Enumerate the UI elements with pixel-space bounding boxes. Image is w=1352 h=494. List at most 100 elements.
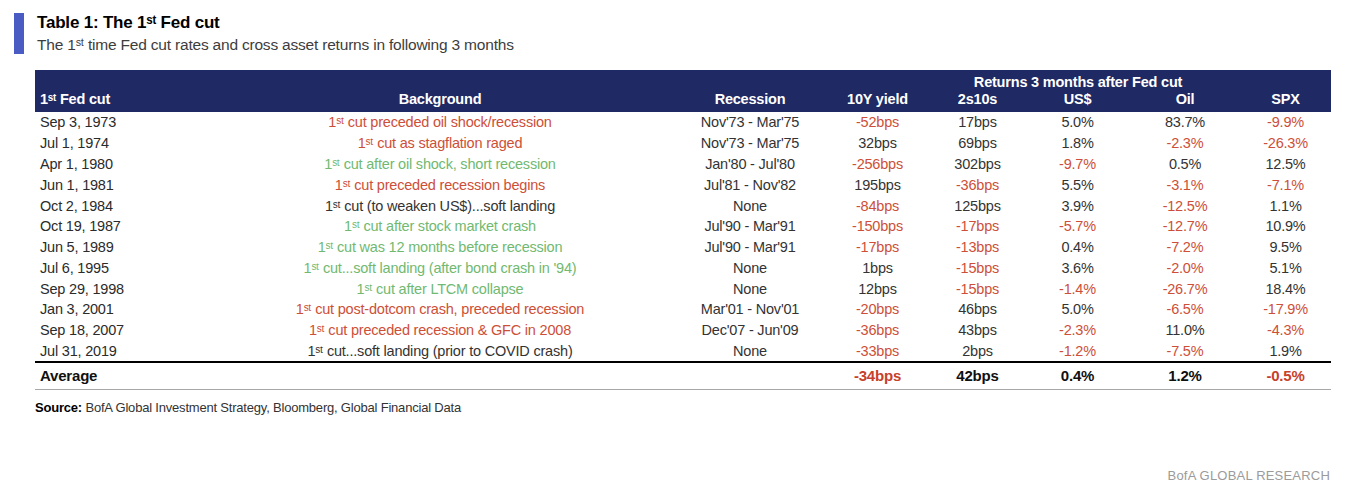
title-block: Table 1: The 1ˢᵗ Fed cut The 1ˢᵗ time Fe… (14, 13, 1352, 54)
yield-10y-cell: -17bps (825, 237, 930, 258)
spread-2s10s-cell: -36bps (930, 174, 1025, 195)
recession-cell: Nov'73 - Mar'75 (675, 133, 825, 154)
usd-cell: -2.3% (1025, 320, 1130, 341)
column-header-6: Oil (1130, 90, 1240, 112)
column-header-1: Background (205, 90, 675, 112)
spread-2s10s-cell: 69bps (930, 133, 1025, 154)
spread-2s10s-cell: 43bps (930, 320, 1025, 341)
research-table-page: Table 1: The 1ˢᵗ Fed cut The 1ˢᵗ time Fe… (0, 0, 1352, 494)
fed-cut-date-cell: Jun 5, 1989 (35, 237, 205, 258)
table-footer: Average-34bps42bps0.4%1.2%-0.5% (35, 362, 1331, 390)
oil-cell: -12.7% (1130, 216, 1240, 237)
fed-cut-date-cell: Jul 31, 2019 (35, 341, 205, 363)
column-header-3: 10Y yield (825, 90, 930, 112)
source-line: Source: BofA Global Investment Strategy,… (35, 400, 1352, 415)
table-row: Jan 3, 20011ˢᵗ cut post-dotcom crash, pr… (35, 299, 1331, 320)
yield-10y-cell: 1bps (825, 257, 930, 278)
table-subtitle: The 1ˢᵗ time Fed cut rates and cross ass… (37, 36, 514, 54)
background-cell: 1ˢᵗ cut was 12 months before recession (205, 237, 675, 258)
table-row: Apr 1, 19801ˢᵗ cut after oil shock, shor… (35, 154, 1331, 175)
usd-cell: 1.8% (1025, 133, 1130, 154)
oil-cell: 11.0% (1130, 320, 1240, 341)
spx-cell: 1.9% (1240, 341, 1331, 363)
recession-cell: Jan'80 - Jul'80 (675, 154, 825, 175)
table-row: Jun 5, 19891ˢᵗ cut was 12 months before … (35, 237, 1331, 258)
fed-cut-date-cell: Jan 3, 2001 (35, 299, 205, 320)
background-cell: 1ˢᵗ cut after stock market crash (205, 216, 675, 237)
oil-cell: 0.5% (1130, 154, 1240, 175)
spx-cell: -4.3% (1240, 320, 1331, 341)
spread-2s10s-cell: -13bps (930, 237, 1025, 258)
spx-cell: 10.9% (1240, 216, 1331, 237)
oil-cell: 83.7% (1130, 112, 1240, 133)
column-header-5: US$ (1025, 90, 1130, 112)
table-title: Table 1: The 1ˢᵗ Fed cut (37, 13, 514, 33)
recession-cell: Jul'81 - Nov'82 (675, 174, 825, 195)
oil-cell: -3.1% (1130, 174, 1240, 195)
recession-cell: Jul'90 - Mar'91 (675, 237, 825, 258)
source-label: Source: (35, 400, 82, 415)
fed-cut-table: Returns 3 months after Fed cut 1ˢᵗ Fed c… (35, 70, 1331, 390)
spx-cell: -7.1% (1240, 174, 1331, 195)
oil-cell: -7.2% (1130, 237, 1240, 258)
table-row: Sep 3, 19731ˢᵗ cut preceded oil shock/re… (35, 112, 1331, 133)
spread-2s10s-cell: 17bps (930, 112, 1025, 133)
average-row: Average-34bps42bps0.4%1.2%-0.5% (35, 362, 1331, 390)
average-oil-cell: 1.2% (1130, 362, 1240, 390)
table-row: Jul 31, 20191ˢᵗ cut...soft landing (prio… (35, 341, 1331, 363)
yield-10y-cell: -84bps (825, 195, 930, 216)
average-spx-cell: -0.5% (1240, 362, 1331, 390)
yield-10y-cell: -52bps (825, 112, 930, 133)
table-row: Jul 1, 19741ˢᵗ cut as stagflation ragedN… (35, 133, 1331, 154)
recession-cell: None (675, 341, 825, 363)
yield-10y-cell: 195bps (825, 174, 930, 195)
spread-2s10s-cell: 125bps (930, 195, 1025, 216)
oil-cell: -2.0% (1130, 257, 1240, 278)
fed-cut-date-cell: Oct 2, 1984 (35, 195, 205, 216)
oil-cell: -12.5% (1130, 195, 1240, 216)
column-header-2: Recession (675, 90, 825, 112)
average-yield-10y-cell: -34bps (825, 362, 930, 390)
background-cell: 1ˢᵗ cut preceded oil shock/recession (205, 112, 675, 133)
spx-cell: -17.9% (1240, 299, 1331, 320)
column-header-0: 1ˢᵗ Fed cut (35, 90, 205, 112)
spx-cell: -26.3% (1240, 133, 1331, 154)
usd-cell: 0.4% (1025, 237, 1130, 258)
spread-2s10s-cell: 2bps (930, 341, 1025, 363)
yield-10y-cell: -20bps (825, 299, 930, 320)
usd-cell: 5.0% (1025, 112, 1130, 133)
yield-10y-cell: -33bps (825, 341, 930, 363)
recession-cell: None (675, 195, 825, 216)
recession-cell: Mar'01 - Nov'01 (675, 299, 825, 320)
table-row: Jun 1, 19811ˢᵗ cut preceded recession be… (35, 174, 1331, 195)
oil-cell: -7.5% (1130, 341, 1240, 363)
recession-cell: None (675, 257, 825, 278)
yield-10y-cell: 12bps (825, 278, 930, 299)
table-body: Sep 3, 19731ˢᵗ cut preceded oil shock/re… (35, 112, 1331, 362)
usd-cell: 3.6% (1025, 257, 1130, 278)
spread-2s10s-cell: -15bps (930, 257, 1025, 278)
spx-cell: 9.5% (1240, 237, 1331, 258)
yield-10y-cell: 32bps (825, 133, 930, 154)
oil-cell: -26.7% (1130, 278, 1240, 299)
oil-cell: -6.5% (1130, 299, 1240, 320)
oil-cell: -2.3% (1130, 133, 1240, 154)
usd-cell: -1.4% (1025, 278, 1130, 299)
table-row: Oct 2, 19841ˢᵗ cut (to weaken US$)...sof… (35, 195, 1331, 216)
fed-cut-date-cell: Jun 1, 1981 (35, 174, 205, 195)
fed-cut-date-cell: Jul 1, 1974 (35, 133, 205, 154)
source-text: BofA Global Investment Strategy, Bloombe… (85, 400, 461, 415)
fed-cut-date-cell: Jul 6, 1995 (35, 257, 205, 278)
group-header-spacer (35, 70, 825, 90)
yield-10y-cell: -150bps (825, 216, 930, 237)
table-row: Jul 6, 19951ˢᵗ cut...soft landing (after… (35, 257, 1331, 278)
title-accent-bar (14, 13, 24, 54)
group-header-row: Returns 3 months after Fed cut (35, 70, 1331, 90)
spx-cell: 12.5% (1240, 154, 1331, 175)
spx-cell: 1.1% (1240, 195, 1331, 216)
background-cell: 1ˢᵗ cut post-dotcom crash, preceded rece… (205, 299, 675, 320)
usd-cell: 3.9% (1025, 195, 1130, 216)
spread-2s10s-cell: 46bps (930, 299, 1025, 320)
usd-cell: 5.0% (1025, 299, 1130, 320)
spread-2s10s-cell: 302bps (930, 154, 1025, 175)
